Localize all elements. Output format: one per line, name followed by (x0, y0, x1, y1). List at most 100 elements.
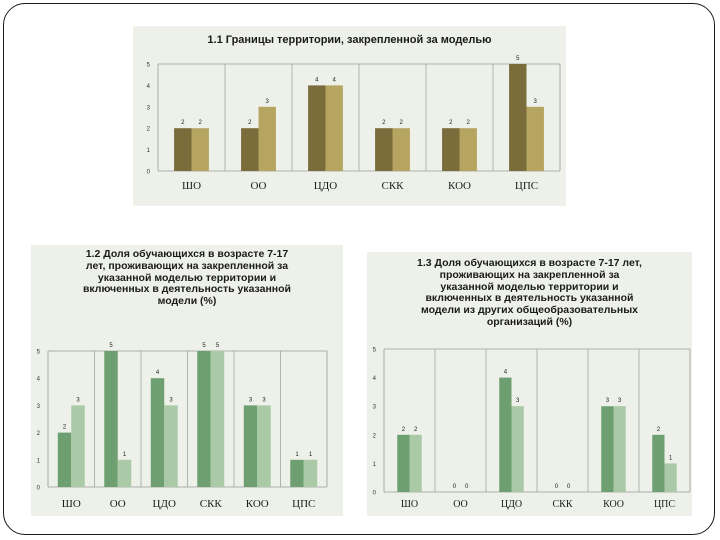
data-label-series-a: 5 (516, 56, 520, 62)
bar-series-a (174, 128, 192, 171)
data-label-series-b: 0 (567, 484, 571, 490)
bar-series-a (308, 85, 326, 171)
y-tick-label: 2 (147, 127, 151, 133)
chart-3-svg: 0 1 2 3 4 5 2 2 ШО 0 0 ОО 4 3 ЦДО 0 0 СКК 3 3 КОО 2 1 ЦПС (373, 348, 691, 510)
category-label: ЦДО (501, 499, 522, 510)
data-label-series-a: 2 (657, 427, 661, 433)
category-label: ШО (401, 499, 418, 510)
data-label-series-b: 1 (123, 452, 127, 458)
category-label: ЦПС (292, 498, 315, 510)
chart-panel-3: 1.3 Доля обучающихся в возрасте 7-17 лет… (367, 252, 692, 516)
bar-series-a (509, 64, 527, 171)
data-label-series-a: 4 (156, 370, 160, 376)
y-tick-label: 1 (37, 458, 41, 464)
data-label-series-b: 2 (199, 120, 203, 126)
y-tick-label: 5 (37, 350, 41, 356)
data-label-series-a: 5 (202, 343, 206, 349)
category-label: ЦПС (654, 499, 675, 510)
category-label: ШО (62, 498, 81, 510)
y-tick-label: 1 (373, 462, 377, 468)
y-tick-label: 5 (147, 63, 151, 69)
data-label-series-b: 1 (669, 455, 673, 461)
chart-title-3: 1.3 Доля обучающихся в возрасте 7-17 лет… (417, 257, 642, 328)
data-label-series-b: 3 (266, 99, 270, 105)
chart-panel-2: 1.2 Доля обучающихся в возрасте 7-17 лет… (31, 245, 343, 516)
category-label: СКК (381, 180, 404, 192)
chart-2-svg: 0 1 2 3 4 5 2 3 ШО 5 1 ОО 4 3 ЦДО 5 5 СКК 3 3 КОО 1 1 ЦПС (37, 343, 328, 510)
chart-title-1: 1.1 Границы территории, закрепленной за … (207, 34, 492, 46)
category-label: ОО (251, 180, 267, 192)
y-tick-label: 3 (37, 404, 41, 410)
bar-series-a (104, 351, 118, 487)
data-label-series-a: 3 (249, 397, 253, 403)
y-tick-label: 0 (147, 170, 151, 176)
category-label: ЦПС (515, 180, 538, 192)
bar-series-b (511, 406, 524, 492)
y-tick-label: 3 (147, 105, 151, 111)
data-label-series-a: 4 (315, 77, 319, 83)
category-label: ОО (110, 498, 126, 510)
bar-series-a (601, 406, 614, 492)
bar-series-b (409, 434, 422, 492)
data-label-series-b: 3 (262, 397, 266, 403)
y-tick-label: 0 (37, 486, 41, 492)
bar-series-a (197, 351, 211, 487)
bar-series-b (210, 351, 225, 487)
data-label-series-b: 3 (534, 99, 538, 105)
chart-title-2: 1.2 Доля обучающихся в возрасте 7-17 лет… (82, 248, 292, 307)
bar-series-b (613, 406, 626, 492)
category-label: КОО (448, 180, 471, 192)
data-label-series-a: 2 (248, 120, 252, 126)
y-tick-label: 3 (373, 405, 377, 411)
bar-series-b (71, 405, 85, 487)
bar-series-b (392, 128, 410, 171)
data-label-series-a: 0 (453, 484, 457, 490)
bar-series-a (397, 434, 410, 492)
category-label: ЦДО (153, 498, 176, 510)
bar-series-b (664, 463, 677, 492)
bar-series-a (241, 128, 259, 171)
data-label-series-b: 1 (309, 452, 313, 458)
bar-series-a (290, 459, 304, 487)
data-label-series-b: 0 (465, 484, 469, 490)
category-label: КОО (246, 498, 269, 510)
data-label-series-b: 3 (76, 397, 80, 403)
y-tick-label: 5 (373, 348, 377, 354)
bar-series-b (459, 128, 477, 171)
y-tick-label: 0 (373, 491, 377, 497)
y-tick-label: 2 (37, 431, 41, 437)
bar-series-b (117, 459, 132, 487)
data-label-series-a: 3 (606, 398, 610, 404)
category-label: ШО (182, 180, 201, 192)
bar-series-a (57, 432, 72, 487)
data-label-series-b: 2 (467, 120, 471, 126)
data-label-series-b: 3 (516, 398, 520, 404)
bar-series-b (191, 128, 209, 171)
category-label: КОО (603, 499, 624, 510)
data-label-series-a: 4 (504, 370, 508, 376)
bar-series-b (258, 106, 276, 171)
data-label-series-a: 1 (295, 452, 299, 458)
category-label: СКК (552, 499, 572, 510)
bar-series-b (526, 106, 544, 171)
bar-series-b (257, 405, 271, 487)
data-label-series-a: 2 (382, 120, 386, 126)
y-tick-label: 4 (147, 84, 151, 90)
bar-series-b (303, 459, 318, 487)
data-label-series-b: 4 (333, 77, 337, 83)
data-label-series-a: 2 (449, 120, 453, 126)
bar-series-b (325, 85, 343, 171)
bar-series-a (442, 128, 460, 171)
data-label-series-b: 3 (169, 397, 173, 403)
bar-series-a (243, 405, 258, 487)
data-label-series-a: 0 (555, 484, 559, 490)
y-tick-label: 4 (373, 376, 377, 382)
data-label-series-b: 2 (400, 120, 404, 126)
chart-1-svg: 0 1 2 3 4 5 2 2 ШО 2 3 ОО 4 4 ЦДО 2 2 СКК 2 2 КОО 5 3 ЦПС (147, 56, 561, 192)
category-label: ОО (453, 499, 467, 510)
bar-series-a (499, 377, 512, 492)
bar-series-a (150, 378, 165, 487)
category-label: СКК (200, 498, 223, 510)
y-tick-label: 2 (373, 433, 377, 439)
data-label-series-a: 2 (63, 425, 67, 431)
